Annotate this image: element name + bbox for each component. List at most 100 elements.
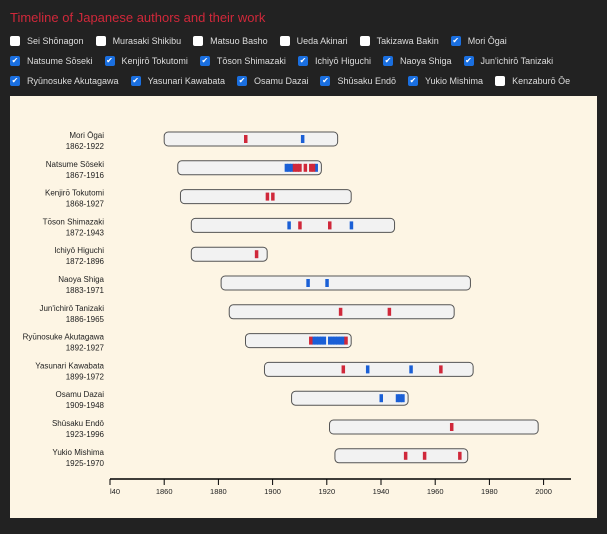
work-mark-blue bbox=[401, 394, 405, 403]
author-checkbox-label: Naoya Shiga bbox=[399, 56, 452, 66]
work-mark-blue bbox=[290, 163, 294, 172]
checkbox-checked-icon[interactable]: ✔ bbox=[450, 36, 461, 46]
work-mark-red bbox=[271, 192, 275, 201]
author-checkbox[interactable]: ✔ Jun'ichirō Tanizaki bbox=[463, 54, 553, 68]
author-checkbox[interactable]: ✔ Yasunari Kawabata bbox=[130, 74, 225, 88]
author-checkbox[interactable]: ✔ Ichiyō Higuchi bbox=[297, 54, 371, 68]
x-tick-label: 1960 bbox=[427, 487, 444, 496]
author-checkbox[interactable]: Kenzaburō Ōe bbox=[495, 74, 570, 88]
work-mark-blue bbox=[287, 163, 291, 172]
author-checkbox-label: Shūsaku Endō bbox=[337, 76, 397, 86]
author-checkbox[interactable]: ✔ Shūsaku Endō bbox=[320, 74, 396, 88]
author-checkbox-label: Matsuo Basho bbox=[210, 36, 268, 46]
author-checkbox[interactable]: ✔ Ryūnosuke Akutagawa bbox=[10, 74, 119, 88]
author-checkbox[interactable]: ✔ Natsume Sōseki bbox=[10, 54, 93, 68]
author-name: Yukio Mishima bbox=[52, 448, 104, 457]
author-dates: 1892-1927 bbox=[66, 344, 105, 353]
author-name: Ryūnosuke Akutagawa bbox=[23, 333, 105, 342]
author-dates: 1862-1922 bbox=[66, 142, 105, 151]
work-mark-red bbox=[341, 365, 346, 374]
checkbox-checked-icon[interactable]: ✔ bbox=[10, 76, 20, 86]
work-mark-blue bbox=[311, 336, 316, 345]
work-mark-red bbox=[244, 135, 248, 143]
checkbox-checked-icon[interactable]: ✔ bbox=[463, 56, 474, 66]
author-name: Osamu Dazai bbox=[56, 390, 105, 399]
author-name: Mori Ōgai bbox=[69, 131, 104, 140]
checkbox-checked-icon[interactable]: ✔ bbox=[297, 56, 308, 66]
work-mark-blue bbox=[365, 365, 370, 374]
author-checkbox-label: Sei Shōnagon bbox=[27, 36, 84, 46]
author-dates: 1872-1896 bbox=[66, 257, 105, 266]
work-mark-blue bbox=[300, 135, 305, 143]
work-mark-blue bbox=[349, 221, 354, 230]
author-checkbox[interactable]: ✔ Naoya Shiga bbox=[382, 54, 452, 68]
work-mark-blue bbox=[328, 336, 332, 345]
checkbox-unchecked-icon[interactable] bbox=[495, 76, 506, 86]
work-mark-red bbox=[328, 221, 332, 230]
checkbox-unchecked-icon[interactable] bbox=[359, 36, 370, 46]
checkbox-unchecked-icon[interactable] bbox=[193, 36, 204, 46]
author-checkbox-label: Mori Ōgai bbox=[467, 36, 507, 46]
x-tick-label: 1880 bbox=[210, 487, 227, 496]
author-checkbox-label: Ueda Akinari bbox=[296, 36, 348, 46]
author-name: Natsume Sōseki bbox=[46, 160, 104, 169]
work-mark-blue bbox=[317, 336, 321, 345]
work-mark-red bbox=[387, 307, 392, 316]
author-checkbox[interactable]: Murasaki Shikibu bbox=[95, 34, 181, 48]
work-mark-blue bbox=[398, 394, 402, 403]
work-mark-red bbox=[439, 365, 443, 374]
checkbox-unchecked-icon[interactable] bbox=[10, 36, 20, 46]
author-dates: 1925-1970 bbox=[66, 459, 105, 468]
author-checkbox[interactable]: ✔ Osamu Dazai bbox=[236, 74, 309, 88]
checkbox-checked-icon[interactable]: ✔ bbox=[236, 76, 247, 86]
author-checkbox[interactable]: Sei Shōnagon bbox=[10, 34, 84, 48]
author-checkbox[interactable]: Ueda Akinari bbox=[279, 34, 348, 48]
checkbox-checked-icon[interactable]: ✔ bbox=[382, 56, 393, 66]
author-name: Tōson Shimazaki bbox=[43, 217, 105, 226]
checkbox-checked-icon[interactable]: ✔ bbox=[130, 76, 141, 86]
author-dates: 1872-1943 bbox=[66, 228, 105, 237]
author-checkbox-label: Kenzaburō Ōe bbox=[512, 76, 571, 86]
work-mark-red bbox=[338, 307, 343, 316]
work-mark-red bbox=[403, 451, 408, 460]
work-mark-red bbox=[344, 336, 348, 345]
checkbox-checked-icon[interactable]: ✔ bbox=[320, 76, 331, 86]
author-checkbox-label: Yasunari Kawabata bbox=[147, 76, 225, 86]
work-mark-red bbox=[298, 163, 302, 172]
author-checkbox[interactable]: ✔ Mori Ōgai bbox=[450, 34, 507, 48]
work-mark-red bbox=[309, 163, 313, 172]
author-dates: 1886-1965 bbox=[66, 315, 105, 324]
author-checkbox[interactable]: ✔ Kenjirō Tokutomi bbox=[104, 54, 188, 68]
x-tick-label: 1860 bbox=[156, 487, 173, 496]
author-name: Kenjirō Tokutomi bbox=[45, 189, 104, 198]
author-checkbox-label: Tōson Shimazaki bbox=[216, 56, 286, 66]
work-mark-red bbox=[311, 163, 316, 172]
work-mark-red bbox=[292, 163, 297, 172]
author-dates: 1867-1916 bbox=[66, 171, 105, 180]
author-dates: 1909-1948 bbox=[66, 401, 105, 410]
work-mark-blue bbox=[284, 163, 289, 172]
checkbox-checked-icon[interactable]: ✔ bbox=[199, 56, 210, 66]
work-mark-blue bbox=[395, 394, 400, 403]
author-name: Naoya Shiga bbox=[58, 275, 104, 284]
author-name: Shūsaku Endō bbox=[52, 419, 105, 428]
work-mark-red bbox=[458, 451, 462, 460]
x-tick-label: 1940 bbox=[373, 487, 390, 496]
author-checkbox-label: Osamu Dazai bbox=[253, 76, 309, 86]
checkbox-unchecked-icon[interactable] bbox=[95, 36, 106, 46]
checkbox-unchecked-icon[interactable] bbox=[279, 36, 290, 46]
author-dates: 1883-1971 bbox=[66, 286, 105, 295]
author-checkbox[interactable]: Takizawa Bakin bbox=[359, 34, 439, 48]
x-tick-label: 1900 bbox=[264, 487, 281, 496]
lifespan-bar bbox=[329, 419, 539, 435]
x-tick-label: 2000 bbox=[535, 487, 552, 496]
checkbox-checked-icon[interactable]: ✔ bbox=[408, 76, 419, 86]
author-checkbox[interactable]: ✔ Yukio Mishima bbox=[408, 74, 483, 88]
author-checkbox[interactable]: ✔ Tōson Shimazaki bbox=[199, 54, 286, 68]
checkbox-checked-icon[interactable]: ✔ bbox=[104, 56, 115, 66]
author-checkbox[interactable]: Matsuo Basho bbox=[193, 34, 268, 48]
author-dates: 1923-1996 bbox=[66, 430, 105, 439]
lifespan-bar bbox=[220, 275, 471, 291]
checkbox-checked-icon[interactable]: ✔ bbox=[10, 56, 20, 66]
work-mark-red bbox=[295, 163, 299, 172]
